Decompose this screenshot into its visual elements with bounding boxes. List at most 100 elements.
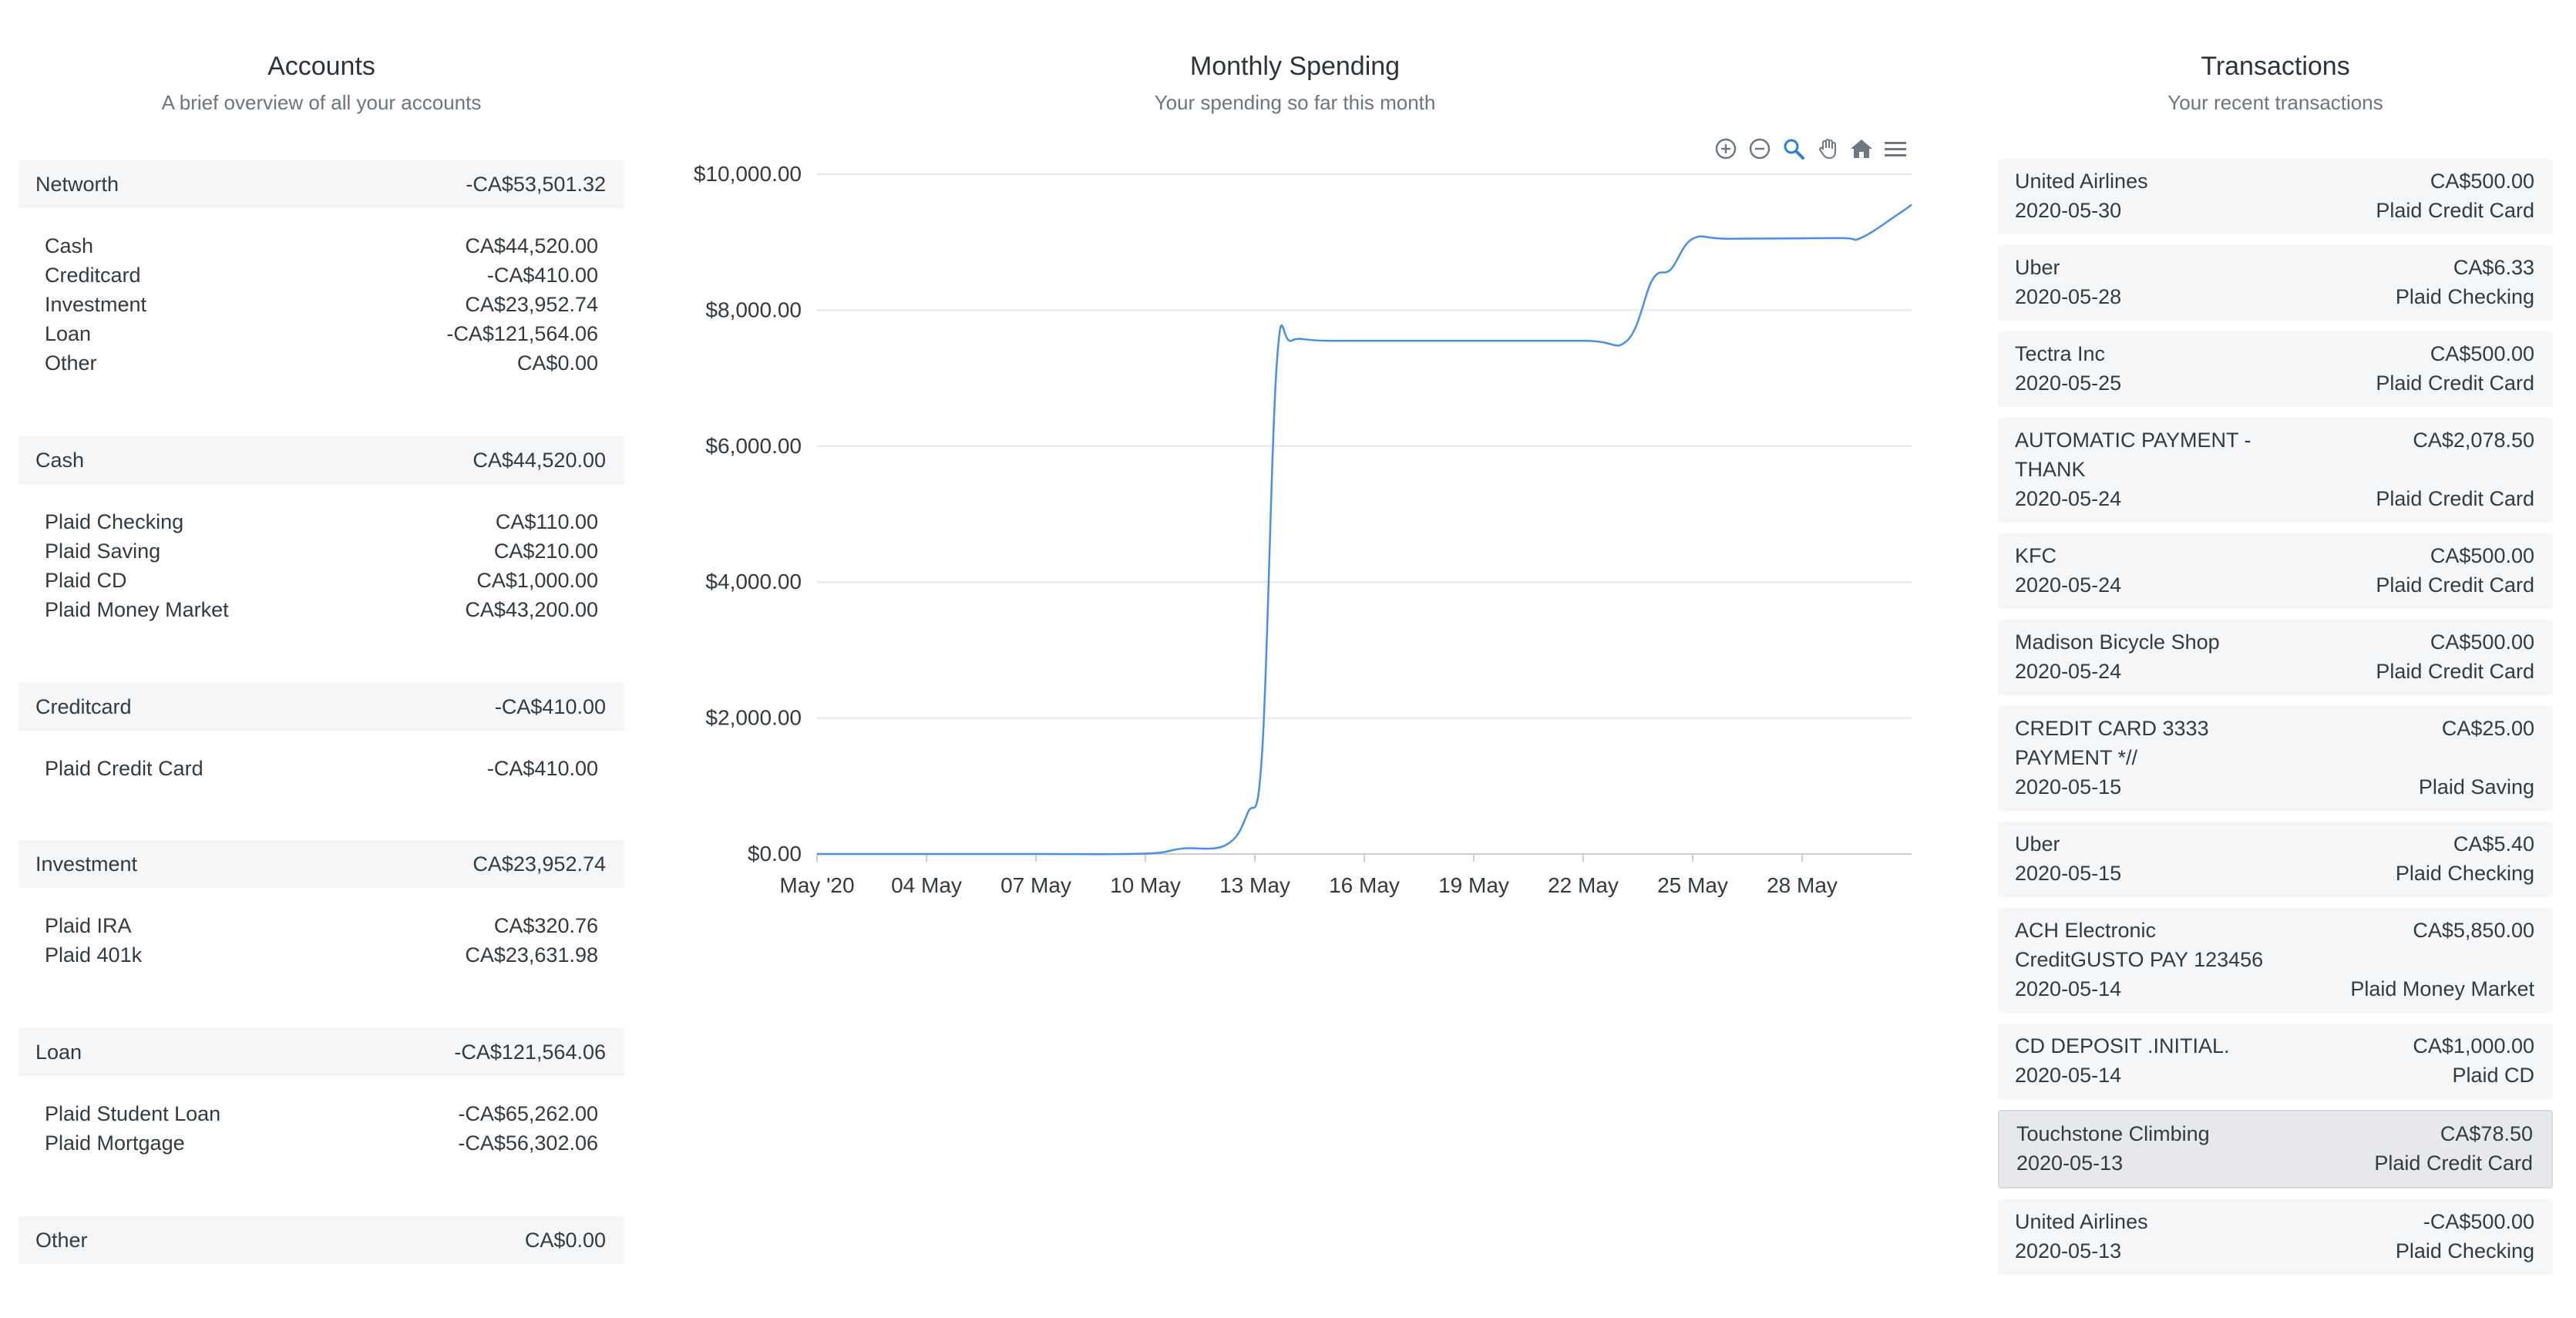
x-tick-label: 04 May [891,873,962,897]
account-name: Other [45,351,97,375]
account-group-creditcard: Creditcard -CA$410.00 Plaid Credit Card -CA… [18,683,624,783]
account-group-other: Other CA$0.00 [18,1216,624,1264]
transaction-amount: CA$5,850.00 [2413,919,2534,942]
account-row[interactable]: Investment CA$23,952.74 [45,290,598,319]
account-name: Plaid Saving [45,540,161,563]
account-name: Loan [45,322,92,345]
account-row[interactable]: Other CA$0.00 [45,348,598,378]
account-balance: -CA$56,302.06 [458,1131,598,1155]
transaction-card[interactable]: United Airlines -CA$500.00 2020-05-13 Plaid… [1998,1199,2553,1275]
transaction-date: 2020-05-24 [2015,660,2122,683]
transaction-date: 2020-05-15 [2015,775,2122,799]
account-group-header[interactable]: Investment CA$23,952.74 [18,840,624,888]
spending-series-line[interactable] [817,203,1912,856]
transaction-amount: CA$500.00 [2430,170,2534,193]
x-tick-label: 13 May [1219,873,1290,897]
account-group-header[interactable]: Loan -CA$121,564.06 [18,1028,624,1076]
account-name: Plaid CD [45,569,127,592]
account-group-total: -CA$53,501.32 [466,172,606,196]
account-group-total: CA$23,952.74 [472,852,606,876]
accounts-panel: Accounts A brief overview of all your ac… [18,0,624,1318]
x-tick-label: 16 May [1329,873,1400,897]
account-balance: -CA$410.00 [486,757,598,780]
transaction-name: CREDIT CARD 3333 PAYMENT *// [2015,717,2209,769]
x-tick-label: 10 May [1110,873,1181,897]
spending-line-chart[interactable]: $0.00 $2,000.00 $4,000.00 $6,000.00 $8,000.0… [671,123,1919,940]
transaction-name: Madison Bicycle Shop [2015,630,2220,654]
account-group-label: Other [35,1228,88,1252]
account-balance: -CA$65,262.00 [458,1102,598,1125]
account-group-label: Loan [35,1040,82,1064]
account-row[interactable]: Plaid Student Loan -CA$65,262.00 [45,1099,598,1128]
transaction-card[interactable]: Touchstone Climbing CA$78.50 2020-05-13 Pla… [1998,1110,2553,1189]
transaction-amount: CA$500.00 [2430,630,2534,654]
transaction-account: Plaid CD [2452,1064,2534,1087]
account-balance: CA$43,200.00 [465,598,598,621]
account-group-header[interactable]: Cash CA$44,520.00 [18,436,624,484]
account-row[interactable]: Plaid 401k CA$23,631.98 [45,940,598,970]
transaction-name: Tectra Inc [2015,342,2106,365]
transaction-name: Uber [2015,256,2060,279]
account-group-total: CA$44,520.00 [472,448,606,472]
account-row[interactable]: Loan -CA$121,564.06 [45,319,598,348]
zoom-in-icon[interactable] [1713,136,1739,162]
y-tick-label: $0.00 [748,842,802,866]
x-tick-label: May '20 [779,873,854,897]
transaction-card[interactable]: ACH Electronic CreditGUSTO PAY 123456 CA$… [1998,908,2553,1013]
transaction-card[interactable]: Madison Bicycle Shop CA$500.00 2020-05-24 P… [1998,620,2553,695]
transaction-amount: CA$6.33 [2453,256,2534,279]
pan-hand-icon[interactable] [1814,136,1841,162]
account-name: Investment [45,293,147,316]
account-group-label: Cash [35,448,85,472]
transaction-account: Plaid Credit Card [2376,487,2534,510]
account-row[interactable]: Plaid Checking CA$110.00 [45,507,598,536]
transaction-card[interactable]: AUTOMATIC PAYMENT - THANK CA$2,078.50 2020… [1998,418,2553,523]
x-tick-label: 22 May [1548,873,1619,897]
transaction-card[interactable]: Uber CA$6.33 2020-05-28 Plaid Checking [1998,245,2553,321]
transaction-card[interactable]: KFC CA$500.00 2020-05-24 Plaid Credit Card [1998,533,2553,609]
accounts-subtitle: A brief overview of all your accounts [161,91,482,114]
account-row[interactable]: Plaid IRA CA$320.76 [45,911,598,940]
account-row[interactable]: Plaid Mortgage -CA$56,302.06 [45,1128,598,1158]
transaction-account: Plaid Credit Card [2376,372,2534,395]
transaction-amount: CA$5.40 [2453,832,2534,856]
transaction-account: Plaid Credit Card [2376,199,2534,222]
account-group-header[interactable]: Other CA$0.00 [18,1216,624,1264]
home-icon[interactable] [1848,136,1875,162]
transaction-card[interactable]: Uber CA$5.40 2020-05-15 Plaid Checking [1998,822,2553,897]
transaction-name: CD DEPOSIT .INITIAL. [2015,1034,2230,1057]
transaction-card[interactable]: United Airlines CA$500.00 2020-05-30 Plaid … [1998,159,2553,234]
account-row[interactable]: Cash CA$44,520.00 [45,231,598,261]
account-name: Plaid Credit Card [45,757,203,780]
account-group-total: -CA$410.00 [494,694,606,718]
transaction-date: 2020-05-25 [2015,372,2122,395]
account-balance: CA$320.76 [493,914,598,937]
account-row[interactable]: Plaid Money Market CA$43,200.00 [45,595,598,624]
transaction-account: Plaid Saving [2418,775,2534,799]
account-group-header[interactable]: Networth -CA$53,501.32 [18,160,624,208]
account-group-investment: Investment CA$23,952.74 Plaid IRA CA$320.76… [18,840,624,970]
accounts-title: Accounts [267,52,375,81]
transaction-card[interactable]: CD DEPOSIT .INITIAL. CA$1,000.00 2020-05-1… [1998,1024,2553,1099]
account-row[interactable]: Plaid Credit Card -CA$410.00 [45,754,598,783]
transaction-account: Plaid Checking [2395,285,2534,308]
transaction-card[interactable]: Tectra Inc CA$500.00 2020-05-25 Plaid Credi… [1998,331,2553,407]
zoom-out-icon[interactable] [1747,136,1773,162]
account-name: Plaid Mortgage [45,1131,185,1155]
transaction-card[interactable]: CREDIT CARD 3333 PAYMENT *// CA$25.00 2020… [1998,706,2553,811]
transaction-name: Uber [2015,832,2060,856]
monthly-spending-panel: Monthly Spending Your spending so far th… [671,0,1919,1318]
y-tick-label: $10,000.00 [694,162,802,186]
x-tick-label: 25 May [1657,873,1728,897]
account-group-header[interactable]: Creditcard -CA$410.00 [18,683,624,731]
account-balance: -CA$410.00 [486,264,598,287]
transaction-name: ACH Electronic CreditGUSTO PAY 123456 [2015,919,2264,971]
account-row[interactable]: Creditcard -CA$410.00 [45,261,598,290]
account-row[interactable]: Plaid Saving CA$210.00 [45,536,598,566]
transaction-account: Plaid Money Market [2350,977,2534,1000]
menu-icon[interactable] [1882,136,1908,162]
transaction-account: Plaid Checking [2395,862,2534,885]
zoom-select-icon[interactable] [1781,136,1807,162]
account-group-label: Investment [35,852,138,876]
account-row[interactable]: Plaid CD CA$1,000.00 [45,566,598,595]
